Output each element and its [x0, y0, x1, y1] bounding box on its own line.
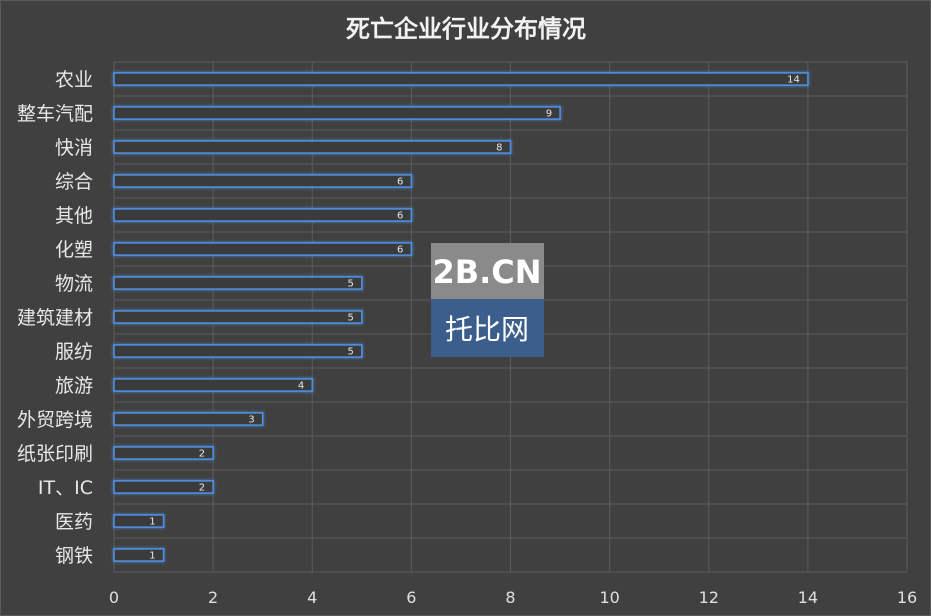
category-label: 服纺	[55, 341, 93, 363]
bar	[113, 480, 214, 494]
bar	[113, 174, 413, 188]
category-label: 医药	[55, 511, 93, 533]
bar	[113, 548, 165, 562]
category-label: 其他	[55, 205, 93, 227]
bar	[113, 514, 165, 528]
data-label: 1	[149, 551, 155, 562]
data-label: 2	[199, 483, 205, 494]
data-label: 9	[546, 109, 552, 120]
category-label: 农业	[55, 69, 93, 91]
data-label: 4	[298, 381, 304, 392]
x-tick-label: 8	[505, 588, 515, 607]
bar	[113, 412, 264, 426]
category-label: 钢铁	[55, 545, 93, 567]
x-tick-label: 16	[897, 588, 917, 607]
bar	[113, 208, 413, 222]
watermark-top-text: 2B.CN	[432, 253, 541, 291]
bar	[113, 310, 363, 324]
watermark-bottom-box	[431, 299, 544, 357]
data-label: 8	[496, 143, 502, 154]
category-label: 建筑建材	[17, 307, 93, 329]
bar	[113, 72, 809, 86]
bar	[113, 378, 314, 392]
x-tick-label: 10	[599, 588, 619, 607]
category-label: 旅游	[55, 375, 93, 397]
category-label: 整车汽配	[17, 103, 93, 125]
data-label: 2	[199, 449, 205, 460]
bar	[113, 276, 363, 290]
category-label: 物流	[55, 273, 93, 295]
watermark: 2B.CN 托比网	[431, 243, 544, 357]
x-tick-label: 14	[798, 588, 818, 607]
bar	[113, 344, 363, 358]
watermark-top-box	[431, 243, 544, 299]
data-label: 5	[347, 347, 353, 358]
data-label: 5	[347, 313, 353, 324]
x-tick-label: 2	[208, 588, 218, 607]
bar	[113, 140, 512, 154]
x-tick-label: 4	[307, 588, 317, 607]
bar	[113, 242, 413, 256]
chart-title: 死亡企业行业分布情况	[346, 15, 586, 43]
data-label: 3	[248, 415, 254, 426]
x-tick-label: 12	[699, 588, 719, 607]
category-label: 快消	[55, 137, 93, 159]
category-label: 化塑	[55, 239, 93, 261]
bar	[113, 106, 561, 120]
category-label: 综合	[55, 171, 93, 193]
category-label: 外贸跨境	[17, 409, 93, 431]
data-label: 6	[397, 245, 403, 256]
category-label: 纸张印刷	[17, 443, 93, 465]
data-label: 5	[347, 279, 353, 290]
data-label: 14	[787, 75, 800, 86]
bar	[113, 446, 214, 460]
x-tick-label: 0	[109, 588, 119, 607]
category-label: IT、IC	[38, 477, 93, 499]
data-label: 6	[397, 211, 403, 222]
x-tick-label: 6	[406, 588, 416, 607]
watermark-bottom-text: 托比网	[445, 313, 529, 346]
data-label: 1	[149, 517, 155, 528]
data-label: 6	[397, 177, 403, 188]
